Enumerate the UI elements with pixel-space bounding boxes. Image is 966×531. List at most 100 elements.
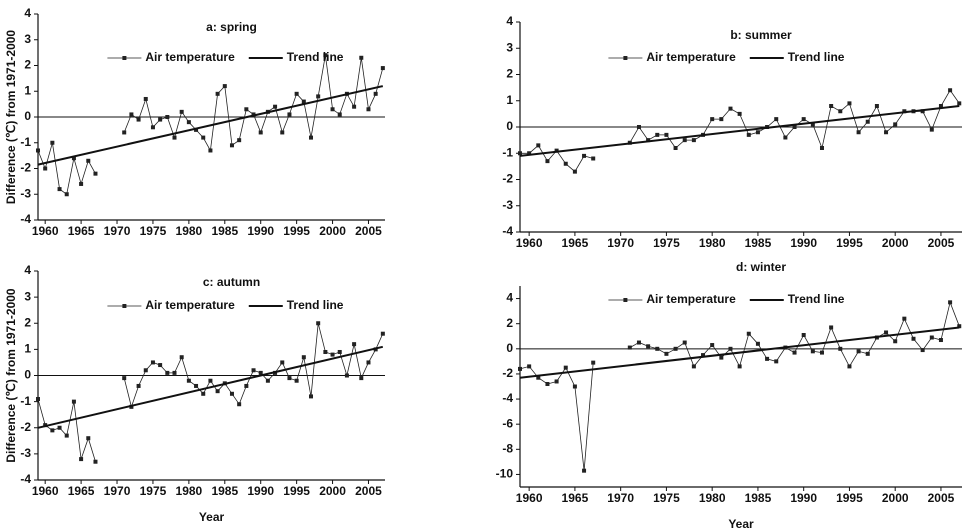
marker — [194, 127, 199, 132]
marker — [359, 376, 364, 381]
marker — [627, 345, 632, 350]
marker — [682, 340, 687, 345]
marker — [122, 376, 127, 381]
x-tick-label: 1975 — [140, 484, 167, 498]
x-tick-label: 1970 — [104, 224, 131, 238]
marker — [287, 112, 292, 117]
marker — [380, 331, 385, 336]
marker — [36, 397, 40, 402]
chart-title: a: spring — [206, 20, 257, 34]
marker — [719, 355, 724, 360]
chart-title: c: autumn — [203, 275, 260, 289]
marker — [948, 88, 953, 93]
y-tick-label: 3 — [506, 40, 513, 54]
marker — [673, 346, 678, 351]
marker — [93, 171, 98, 176]
trend-line — [37, 85, 384, 166]
marker — [582, 468, 587, 473]
marker — [536, 375, 541, 380]
marker — [280, 130, 285, 135]
legend-marker — [623, 298, 628, 302]
marker — [330, 107, 335, 112]
marker — [64, 192, 69, 197]
x-tick-label: 1990 — [790, 491, 817, 505]
marker — [728, 346, 733, 351]
marker — [186, 120, 191, 125]
y-tick-label: 3 — [24, 289, 31, 303]
marker — [929, 335, 934, 340]
marker — [229, 143, 234, 148]
marker — [122, 130, 127, 135]
x-tick-label: 1980 — [176, 224, 203, 238]
marker — [222, 84, 227, 89]
y-tick-label: 2 — [24, 58, 31, 72]
panel: -4 -3 -2 -1 0 1 2 3 4 1960 1965 1970 1975 1980 1985 199… — [4, 6, 385, 238]
marker — [545, 381, 550, 386]
y-tick-label: 1 — [24, 342, 31, 356]
marker — [536, 143, 541, 148]
legend-label: Air temperature — [646, 50, 736, 64]
x-tick-label: 1995 — [836, 236, 863, 250]
marker — [129, 112, 134, 117]
y-tick-label: 1 — [506, 93, 513, 107]
y-tick-label: 4 — [506, 291, 513, 305]
x-tick-label: 1975 — [653, 236, 680, 250]
marker — [215, 389, 220, 394]
marker — [215, 91, 220, 96]
y-tick-label: -4 — [20, 212, 31, 226]
marker — [251, 112, 256, 117]
y-axis-label: Difference (℃) from 1971-2000 — [4, 288, 18, 463]
marker — [71, 399, 76, 404]
marker — [344, 373, 349, 378]
marker — [847, 364, 852, 369]
x-tick-label: 1990 — [247, 484, 274, 498]
marker — [527, 364, 532, 369]
x-tick-label: 1990 — [247, 224, 274, 238]
marker — [920, 348, 925, 353]
marker — [186, 378, 191, 383]
x-tick-label: 2000 — [319, 484, 346, 498]
marker — [774, 359, 779, 364]
x-tick-label: 1970 — [607, 236, 634, 250]
marker — [150, 360, 155, 365]
y-tick-label: 0 — [506, 341, 513, 355]
x-tick-label: 1960 — [516, 491, 543, 505]
marker — [309, 135, 314, 140]
x-tick-label: 1960 — [32, 484, 59, 498]
y-tick-label: 0 — [24, 109, 31, 123]
x-tick-label: 1965 — [68, 484, 95, 498]
trend-line — [519, 326, 960, 379]
data-line — [37, 323, 384, 462]
marker — [829, 104, 834, 108]
marker — [294, 91, 299, 96]
x-tick-label: 1970 — [607, 491, 634, 505]
x-tick-label: 1960 — [516, 236, 543, 250]
marker — [957, 101, 962, 106]
marker — [792, 125, 797, 129]
marker — [865, 351, 870, 356]
y-tick-label: -2 — [502, 172, 513, 186]
marker — [527, 151, 532, 156]
marker — [380, 66, 385, 71]
marker — [874, 104, 879, 108]
y-tick-label: 3 — [24, 32, 31, 46]
marker — [208, 378, 213, 383]
marker — [701, 353, 706, 358]
marker — [957, 324, 962, 329]
trend-line — [37, 345, 384, 429]
x-tick-label: 1965 — [68, 224, 95, 238]
legend-marker — [122, 56, 127, 60]
marker — [323, 53, 328, 58]
marker — [847, 101, 852, 106]
marker — [258, 370, 263, 375]
marker — [829, 325, 834, 330]
marker — [309, 394, 314, 399]
y-tick-label: 2 — [506, 316, 513, 330]
marker — [856, 130, 861, 135]
x-tick-label: 2005 — [355, 224, 382, 238]
marker — [86, 158, 91, 163]
marker — [93, 459, 98, 464]
marker — [810, 349, 815, 354]
y-tick-label: -1 — [20, 394, 31, 408]
